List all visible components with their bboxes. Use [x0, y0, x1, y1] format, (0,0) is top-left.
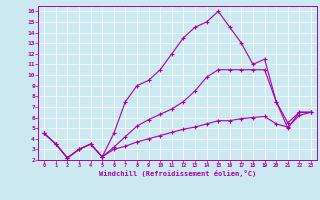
- X-axis label: Windchill (Refroidissement éolien,°C): Windchill (Refroidissement éolien,°C): [99, 170, 256, 177]
